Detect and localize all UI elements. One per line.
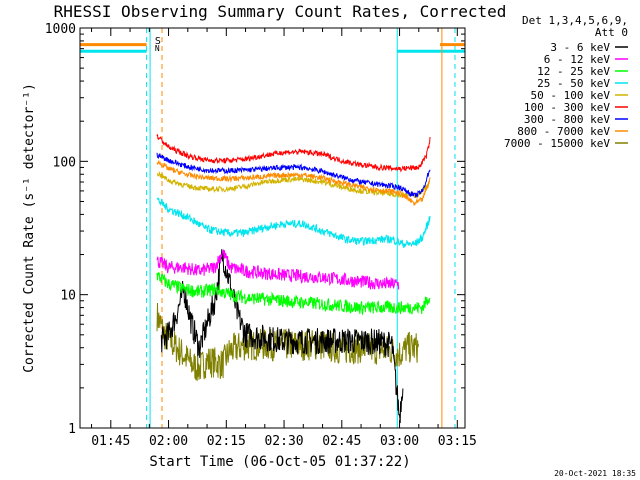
legend-label: 100 - 300 keV (524, 101, 610, 114)
y-tick-label: 1 (68, 422, 76, 437)
x-tick-label: 02:00 (149, 434, 188, 449)
flag-N: N (155, 44, 160, 53)
x-axis: 01:45 02:00 02:15 02:30 02:45 03:00 03:15 (91, 28, 477, 449)
series-line-7000-15000-kev (156, 302, 419, 381)
x-tick-label: 02:30 (264, 434, 303, 449)
x-axis-label: Start Time (06-Oct-05 01:37:22) (149, 454, 410, 470)
legend-header: Det 1,3,4,5,6,9, (522, 14, 628, 27)
y-axis-label: Corrected Count Rate (s⁻¹ detector⁻¹) (22, 83, 37, 373)
series-line-25-50-kev (156, 196, 431, 248)
y-tick-label: 100 (53, 155, 76, 170)
x-tick-label: 03:00 (380, 434, 419, 449)
y-axis: 1 10 100 1000 (45, 22, 465, 437)
legend-label: 25 - 50 keV (537, 77, 610, 90)
chart-title: RHESSI Observing Summary Count Rates, Co… (54, 2, 507, 21)
series-line-100-300-kev (156, 134, 431, 173)
legend-label: 7000 - 15000 keV (504, 137, 610, 150)
legend-label: 300 - 800 keV (524, 113, 610, 126)
series-line-800-7000-kev (156, 159, 431, 207)
footer-timestamp: 20-Oct-2021 18:35 (554, 469, 636, 478)
x-tick-label: 03:15 (438, 434, 477, 449)
flag-S: S (155, 36, 161, 47)
y-tick-label: 1000 (45, 22, 76, 37)
legend-label: 800 - 7000 keV (517, 125, 610, 138)
y-tick-label: 10 (60, 289, 76, 304)
legend-header: Att 0 (595, 26, 628, 39)
x-tick-label: 02:45 (322, 434, 361, 449)
legend-label: 3 - 6 keV (550, 41, 610, 54)
x-tick-label: 01:45 (91, 434, 130, 449)
legend-label: 6 - 12 keV (544, 53, 611, 66)
legend-label: 50 - 100 keV (531, 89, 611, 102)
plot-frame (79, 27, 466, 429)
series-line-300-800-kev (156, 152, 431, 198)
series-line-6-12-kev (156, 249, 400, 291)
series-line-12-25-kev (156, 271, 431, 316)
plot-area (80, 28, 465, 428)
legend-label: 12 - 25 keV (537, 65, 610, 78)
series-line-3-6-kev (160, 249, 404, 424)
x-tick-label: 02:15 (207, 434, 246, 449)
